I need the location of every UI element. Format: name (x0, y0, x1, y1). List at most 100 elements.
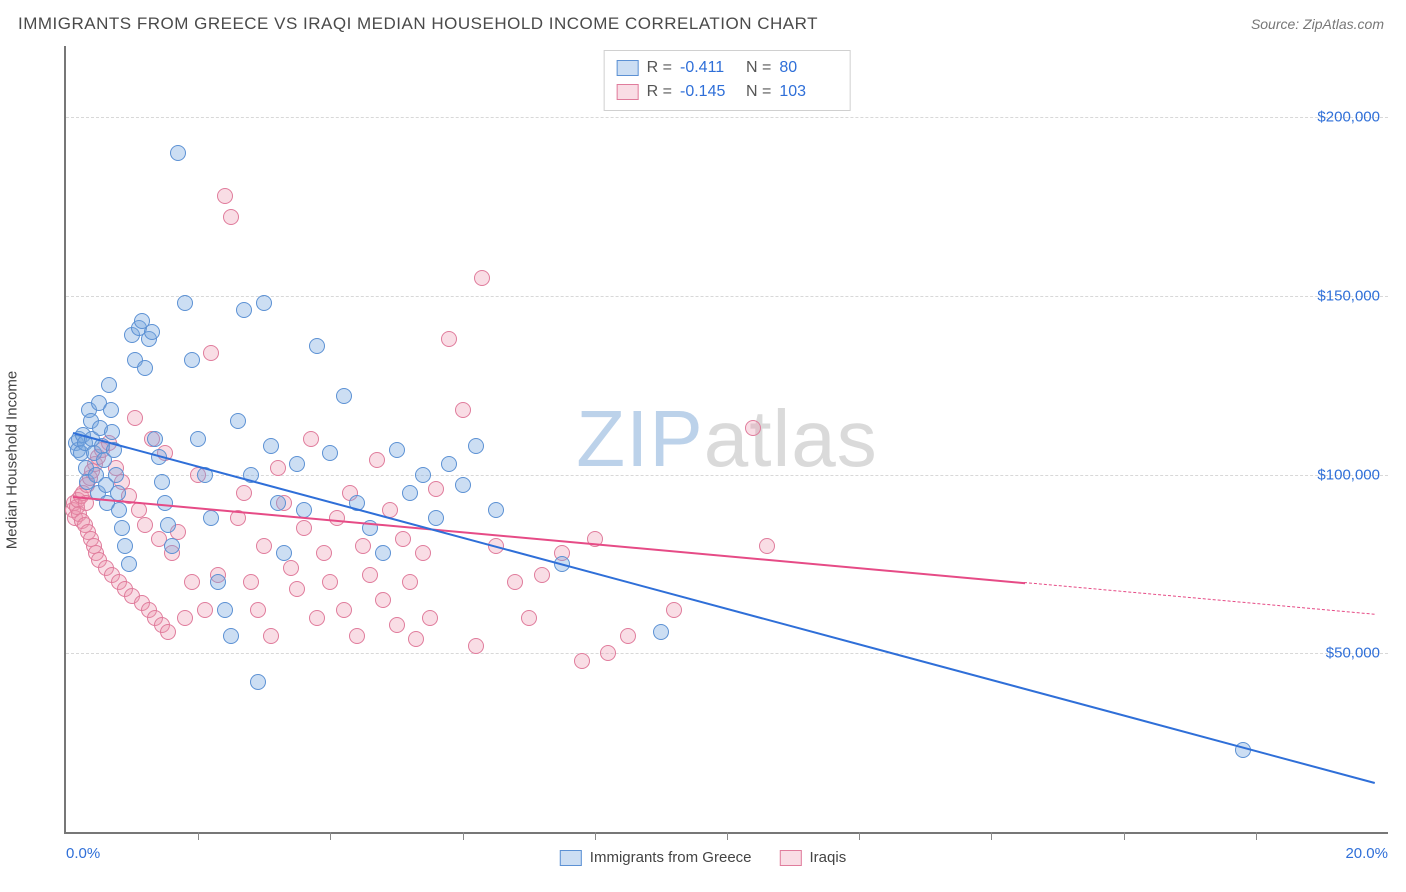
data-point-iraqis (600, 645, 616, 661)
data-point-greece (101, 377, 117, 393)
data-point-iraqis (289, 581, 305, 597)
data-point-iraqis (329, 510, 345, 526)
data-point-iraqis (223, 209, 239, 225)
data-point-greece (164, 538, 180, 554)
data-point-greece (322, 445, 338, 461)
data-point-iraqis (745, 420, 761, 436)
data-point-iraqis (428, 481, 444, 497)
legend-swatch (560, 850, 582, 866)
legend-swatch (617, 84, 639, 100)
data-point-greece (289, 456, 305, 472)
data-point-iraqis (620, 628, 636, 644)
data-point-iraqis (408, 631, 424, 647)
legend-item: Immigrants from Greece (560, 849, 752, 866)
data-point-greece (144, 324, 160, 340)
x-tick (1256, 832, 1257, 840)
data-point-greece (184, 352, 200, 368)
data-point-iraqis (468, 638, 484, 654)
data-point-greece (160, 517, 176, 533)
data-point-iraqis (362, 567, 378, 583)
data-point-iraqis (270, 460, 286, 476)
series-legend: Immigrants from Greece Iraqis (560, 849, 846, 866)
data-point-greece (375, 545, 391, 561)
data-point-greece (455, 477, 471, 493)
x-tick (463, 832, 464, 840)
y-tick-label: $150,000 (1317, 288, 1380, 305)
data-point-iraqis (322, 574, 338, 590)
x-tick-label: 20.0% (1345, 845, 1388, 862)
plot-area: ZIPatlas R =-0.411N =80R =-0.145N =103 $… (64, 46, 1388, 834)
data-point-iraqis (395, 531, 411, 547)
data-point-iraqis (507, 574, 523, 590)
data-point-iraqis (283, 560, 299, 576)
r-value: -0.145 (680, 80, 738, 104)
data-point-iraqis (349, 628, 365, 644)
data-point-greece (121, 556, 137, 572)
y-axis-label: Median Household Income (4, 371, 21, 549)
data-point-iraqis (455, 402, 471, 418)
data-point-iraqis (177, 610, 193, 626)
data-point-iraqis (197, 602, 213, 618)
data-point-greece (137, 360, 153, 376)
data-point-iraqis (375, 592, 391, 608)
data-point-iraqis (250, 602, 266, 618)
x-tick-label: 0.0% (66, 845, 100, 862)
data-point-greece (250, 674, 266, 690)
r-value: -0.411 (680, 56, 738, 80)
data-point-iraqis (316, 545, 332, 561)
x-tick (330, 832, 331, 840)
data-point-greece (103, 402, 119, 418)
gridline (66, 653, 1388, 654)
data-point-greece (114, 520, 130, 536)
data-point-greece (230, 413, 246, 429)
data-point-greece (170, 145, 186, 161)
x-tick (859, 832, 860, 840)
data-point-greece (108, 467, 124, 483)
legend-swatch (617, 60, 639, 76)
data-point-iraqis (296, 520, 312, 536)
data-point-greece (203, 510, 219, 526)
data-point-greece (263, 438, 279, 454)
data-point-greece (236, 302, 252, 318)
data-point-iraqis (217, 188, 233, 204)
data-point-greece (177, 295, 193, 311)
data-point-greece (488, 502, 504, 518)
data-point-greece (428, 510, 444, 526)
data-point-greece (336, 388, 352, 404)
x-tick (595, 832, 596, 840)
n-value: 80 (779, 56, 837, 80)
n-label: N = (746, 56, 771, 80)
data-point-greece (441, 456, 457, 472)
data-point-iraqis (256, 538, 272, 554)
x-tick (1124, 832, 1125, 840)
data-point-greece (190, 431, 206, 447)
data-point-greece (309, 338, 325, 354)
data-point-greece (154, 474, 170, 490)
data-point-iraqis (137, 517, 153, 533)
data-point-greece (104, 424, 120, 440)
data-point-iraqis (336, 602, 352, 618)
n-value: 103 (779, 80, 837, 104)
x-tick (991, 832, 992, 840)
data-point-greece (147, 431, 163, 447)
data-point-greece (111, 502, 127, 518)
chart-title: IMMIGRANTS FROM GREECE VS IRAQI MEDIAN H… (18, 14, 818, 34)
data-point-iraqis (389, 617, 405, 633)
data-point-iraqis (415, 545, 431, 561)
x-tick (198, 832, 199, 840)
data-point-greece (117, 538, 133, 554)
data-point-greece (270, 495, 286, 511)
legend-item: Iraqis (780, 849, 847, 866)
legend-label: Immigrants from Greece (590, 849, 752, 866)
data-point-iraqis (160, 624, 176, 640)
legend-row: R =-0.411N =80 (617, 56, 838, 80)
legend-row: R =-0.145N =103 (617, 80, 838, 104)
gridline (66, 117, 1388, 118)
data-point-iraqis (474, 270, 490, 286)
trend-line-greece (72, 432, 1375, 784)
data-point-iraqis (236, 485, 252, 501)
r-label: R = (647, 80, 672, 104)
data-point-greece (389, 442, 405, 458)
data-point-greece (468, 438, 484, 454)
data-point-greece (256, 295, 272, 311)
